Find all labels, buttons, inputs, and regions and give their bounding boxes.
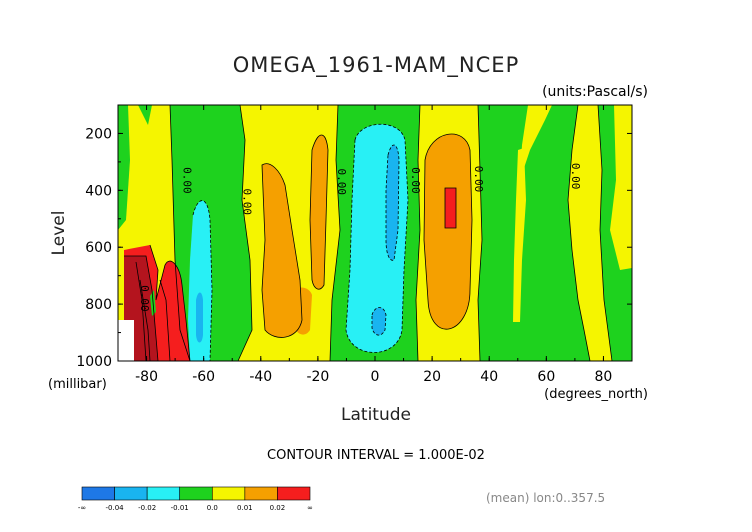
colorbar: -∞ -0.04 -0.02 -0.01 0.0 0.01 0.02 ∞	[78, 486, 313, 512]
colorbar-swatch	[146, 486, 181, 501]
y-unit-label: (millibar)	[48, 377, 107, 392]
x-tick-label: -20	[306, 369, 329, 385]
region-blue-eq-upper	[386, 144, 399, 261]
y-tick-label: 400	[85, 183, 112, 199]
region-yellow-nh-tongue	[513, 148, 526, 322]
region-orange-sh-1	[262, 163, 302, 338]
x-tick-label: 40	[480, 369, 498, 385]
x-tick-label: 60	[537, 369, 555, 385]
colorbar-tick-label: 0.0	[207, 504, 218, 512]
contour-label: 0.00	[241, 188, 254, 215]
x-unit-label: (degrees_north)	[544, 387, 648, 402]
x-tick-label: -40	[249, 369, 272, 385]
contour-interval-text: CONTOUR INTERVAL = 1.000E-02	[267, 448, 485, 463]
region-cyan-band-sh	[188, 200, 212, 361]
colorbar-swatch	[81, 486, 115, 501]
y-tick-label: 800	[85, 297, 112, 313]
colorbar-tick-label: -0.04	[106, 504, 125, 512]
colorbar-tick-label: -0.01	[171, 504, 189, 512]
plot-area: 0.00 0.00 0.00 0.00 0.00 0.00 0.00	[117, 104, 633, 362]
footer-note: (mean) lon:0..357.5	[486, 491, 605, 505]
region-blue-eq-lower	[372, 307, 386, 336]
region-orange-sh-3	[294, 287, 312, 335]
x-tick-label: 20	[423, 369, 441, 385]
region-green-left-edge	[118, 105, 130, 230]
x-tick-label: -80	[135, 369, 158, 385]
contour-label: 0.00	[138, 285, 151, 312]
contour-label: 0.00	[569, 163, 582, 190]
region-green-nh2	[598, 105, 632, 361]
contour-label: 0.00	[335, 169, 348, 196]
colorbar-tick-label: -∞	[78, 504, 86, 512]
units-label: (units:Pascal/s)	[542, 84, 648, 100]
region-green-nh	[478, 105, 590, 361]
region-green-left-top	[138, 105, 152, 125]
region-orange-sh-2	[310, 135, 328, 290]
chart-title: OMEGA_1961-MAM_NCEP	[233, 53, 519, 78]
colorbar-swatch	[277, 486, 311, 501]
colorbar-tick-label: 0.01	[237, 504, 253, 512]
contour-label: 0.00	[472, 166, 485, 193]
region-red-nh	[445, 188, 456, 228]
colorbar-swatch	[179, 486, 213, 501]
y-tick-label: 600	[85, 240, 112, 256]
x-tick-label: 80	[595, 369, 613, 385]
contour-lines	[124, 104, 613, 362]
x-tick-label: -60	[192, 369, 215, 385]
contour-label: 0.00	[409, 167, 422, 194]
region-missing	[118, 320, 134, 361]
x-axis-title: Latitude	[341, 405, 411, 425]
colorbar-swatch	[114, 486, 148, 501]
x-tick-label: 0	[371, 369, 380, 385]
y-axis: 200 400 600 800 1000	[76, 104, 632, 370]
colorbar-swatch	[211, 486, 246, 501]
region-orange-nh	[424, 133, 472, 330]
colorbar-tick-label: -0.02	[138, 504, 156, 512]
y-tick-label: 200	[85, 126, 112, 142]
colorbar-tick-label: ∞	[307, 504, 313, 512]
y-axis-title: Level	[49, 211, 69, 256]
colorbar-swatch	[244, 486, 278, 501]
contour-label: 0.00	[181, 167, 194, 194]
contour-label-group: 0.00 0.00 0.00 0.00 0.00 0.00 0.00	[138, 163, 582, 312]
region-blue-core-sh	[196, 292, 203, 343]
y-tick-label: 1000	[76, 354, 112, 370]
colorbar-tick-label: 0.02	[270, 504, 286, 512]
x-axis: -80 -60 -40 -20 0 20 40 60 80	[117, 105, 633, 385]
